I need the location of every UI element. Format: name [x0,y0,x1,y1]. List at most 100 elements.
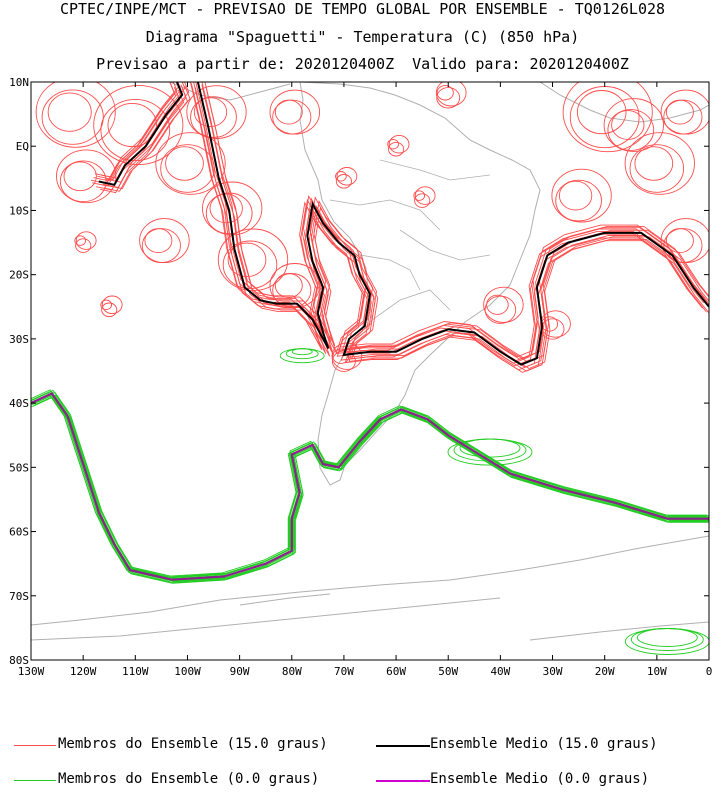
x-tick-label: 40W [490,665,510,678]
y-tick-label: 10S [9,204,29,217]
legend-purple-mean-label: Ensemble Medio (0.0 graus) [430,771,650,787]
member-contour-loop [603,98,664,152]
x-tick-label: 20W [595,665,615,678]
y-tick-label: 50S [9,461,29,474]
member-contour-loop [165,146,204,181]
member-line [189,82,702,364]
x-tick-label: 90W [230,665,250,678]
legend-green-swatch [14,780,56,781]
member-contour-loop [336,167,358,186]
member-contour-loop [660,89,709,135]
member-contour-loop [93,84,184,166]
member-contour-loop [436,87,461,109]
member-contour-loop [47,92,92,132]
member-contour-loop [59,160,107,203]
ensemble-mean-line [196,82,709,366]
member-contour-loop [56,149,117,204]
ensemble-members-layer [31,82,709,655]
member-contour-loop [74,235,87,246]
country-border [359,254,421,291]
member-contour-loop [388,141,405,157]
member-line [31,392,706,580]
ensemble-mean-line [31,392,709,581]
continent-outline [31,597,501,641]
member-contour-loop [630,628,704,651]
country-border [329,199,441,231]
continent-outline [239,593,331,606]
legend-black-mean-label: Ensemble Medio (15.0 graus) [430,736,658,752]
x-tick-label: 60W [386,665,406,678]
member-line [31,391,707,579]
member-contour-loop [414,186,436,205]
x-tick-label: 110W [122,665,149,678]
member-line [106,85,191,190]
member-contour-loop [101,295,123,315]
ensemble-mean-layer [31,82,709,581]
member-contour-loop [107,102,158,148]
continent-outline [169,82,291,101]
y-tick-label: 60S [9,526,29,539]
member-contour-loop [75,231,97,250]
member-contour-loop [436,85,454,101]
member-line [31,389,708,577]
continent-outline [299,82,541,486]
x-tick-label: 100W [174,665,201,678]
member-contour-loop [209,193,243,224]
member-contour-loop [63,161,97,192]
member-line [31,395,708,583]
member-contour-loop [484,295,517,324]
x-tick-label: 0 [706,665,713,678]
member-contour-loop [555,179,602,222]
member-contour-loop [227,242,267,278]
member-line [205,85,709,370]
country-border [399,229,491,261]
continent-outline [31,535,709,626]
legend-black-swatch [376,745,430,747]
member-contour-loop [540,310,571,338]
member-contour-loop [335,171,347,182]
member-contour-loop [217,228,289,292]
x-tick-label: 50W [438,665,458,678]
member-contour-loop [41,89,104,145]
member-contour-loop [576,90,627,135]
chart-title-line2: Diagrama "Spaguetti" - Temperatura (C) (… [145,28,580,46]
member-contour-loop [634,146,674,181]
member-contour-loop [269,263,321,308]
member-line [93,82,178,182]
member-line [33,391,709,579]
member-line [31,393,706,581]
x-tick-label: 80W [282,665,302,678]
member-contour-loop [139,218,190,264]
member-line [103,88,188,192]
member-line [190,83,703,367]
plot-frame [30,81,710,661]
member-contour-loop [285,348,319,360]
member-contour-loop [155,132,226,195]
chart-title-line3: Previsao a partir de: 2020120400Z Valido… [96,55,629,73]
member-line [31,390,709,578]
member-contour-loop [629,144,685,193]
member-line [32,389,709,578]
y-tick-label: 70S [9,590,29,603]
member-line [201,84,709,368]
continent-outline-layer [31,82,709,641]
member-contour-loop [190,96,237,138]
member-contour-loop [611,110,645,140]
member-contour-loop [160,144,215,193]
member-contour-loop [558,180,593,211]
y-tick-label: 20S [9,269,29,282]
legend-purple-swatch [376,780,430,782]
y-tick-label: 80S [9,654,29,667]
y-tick-label: EQ [16,140,29,153]
member-line [100,89,185,194]
ensemble-mean-line [98,82,184,186]
x-tick-label: 120W [70,665,97,678]
member-contour-loop [279,348,325,364]
member-contour-loop [413,190,426,201]
member-contour-loop [551,168,612,223]
member-line [195,82,706,358]
x-tick-label: 70W [334,665,354,678]
member-contour-loop [388,134,410,154]
